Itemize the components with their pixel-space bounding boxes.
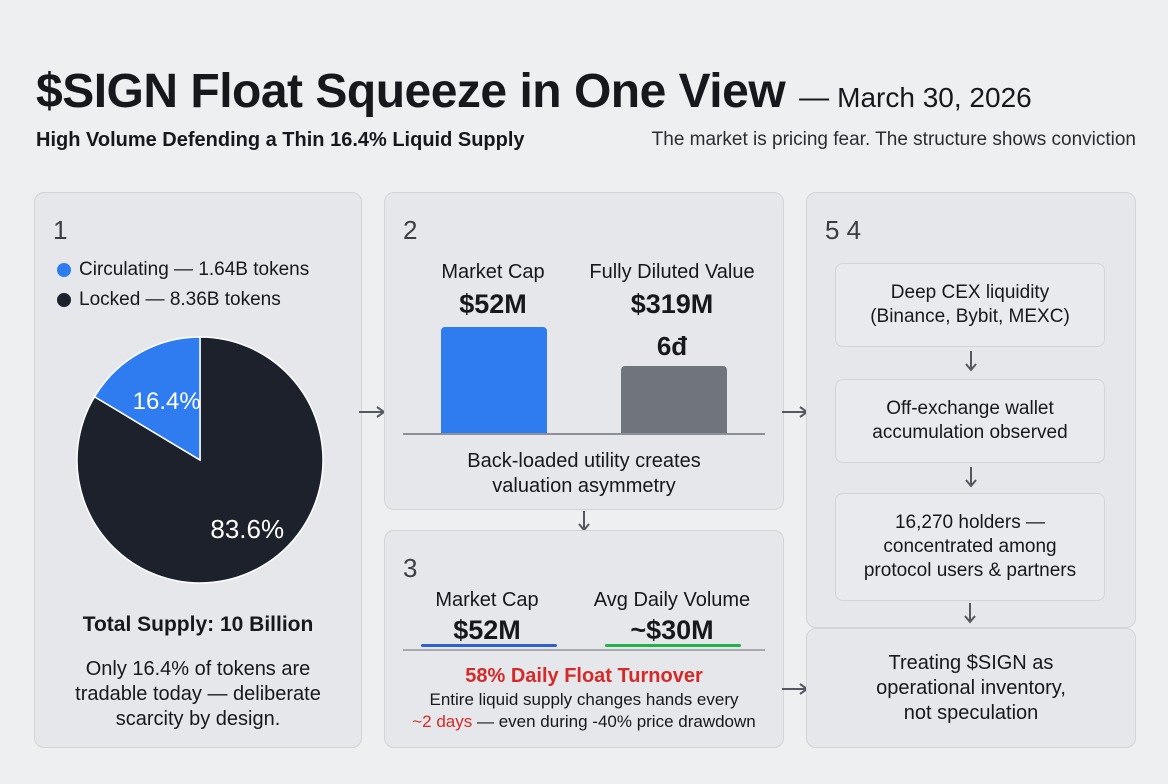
title-row: $SIGN Float Squeeze in One View — March …: [36, 64, 1136, 119]
conclusion-line: not speculation: [903, 701, 1039, 724]
chart-baseline: [403, 433, 765, 435]
metric-label-volume: Avg Daily Volume: [593, 589, 751, 611]
header: $SIGN Float Squeeze in One View — March …: [36, 64, 1136, 152]
panel-number: 1: [53, 215, 68, 245]
step-cex-liquidity: Deep CEX liquidity (Binance, Bybit, MEXC…: [835, 263, 1105, 347]
step-line: (Binance, Bybit, MEXC): [870, 306, 1070, 327]
note-line: tradable today — deliberate: [75, 683, 321, 705]
turnover-description: Entire liquid supply changes hands every…: [385, 689, 783, 733]
note-line: Only 16.4% of tokens are: [85, 658, 311, 680]
conclusion-text: Treating $SIGN as operational inventory,…: [807, 629, 1135, 747]
pie-slice-circulating: [93, 336, 201, 462]
desc-line-2: ~2 days — even during -40% price drawdow…: [385, 711, 783, 733]
arrow-down-icon: [965, 351, 977, 372]
locked-dot-icon: [57, 293, 71, 307]
conclusion-line: operational inventory,: [876, 676, 1066, 699]
legend-label: Locked — 8.36B tokens: [79, 289, 281, 310]
step-line: accumulation observed: [872, 422, 1068, 443]
supply-pie-chart: 16.4% 83.6%: [76, 336, 324, 584]
panel-number: 5 4: [825, 215, 862, 245]
desc-rest: — even during -40% price drawdown: [472, 712, 756, 731]
bar-extra-label: 6đ: [656, 331, 688, 361]
step-holders: 16,270 holders — concentrated among prot…: [835, 493, 1105, 601]
step-line: protocol users & partners: [863, 560, 1077, 581]
panel-valuation: 2 Market Cap $52M Fully Diluted Value $3…: [384, 192, 784, 510]
tagline: The market is pricing fear. The structur…: [651, 129, 1136, 150]
legend-item-circulating: Circulating — 1.64B tokens: [57, 259, 309, 281]
title-date: March 30, 2026: [837, 82, 1032, 113]
total-supply: Total Supply: 10 Billion: [82, 613, 314, 636]
arrow-down-icon: [965, 467, 977, 488]
turnover-headline: 58% Daily Float Turnover: [465, 665, 703, 687]
valuation-caption: Back-loaded utility creates valuation as…: [385, 449, 783, 499]
legend-item-locked: Locked — 8.36B tokens: [57, 289, 309, 311]
page-title: $SIGN Float Squeeze in One View: [36, 65, 786, 118]
note-line: scarcity by design.: [115, 708, 281, 730]
subtitle-row: High Volume Defending a Thin 16.4% Liqui…: [36, 129, 1136, 152]
desc-highlight: ~2 days: [412, 712, 473, 731]
title-dash: —: [799, 81, 830, 114]
bar-label-fdv: Fully Diluted Value: [589, 261, 755, 283]
step-line: concentrated among: [883, 536, 1057, 557]
subtitle: High Volume Defending a Thin 16.4% Liqui…: [36, 129, 525, 151]
arrow-down-icon: [578, 511, 590, 532]
panel-conclusion: Treating $SIGN as operational inventory,…: [806, 628, 1136, 748]
bar-fdv: [621, 366, 727, 433]
step-line: Off-exchange wallet: [886, 398, 1054, 419]
desc-line: Entire liquid supply changes hands every: [429, 690, 739, 709]
slice-label-locked: 83.6%: [210, 514, 284, 544]
legend-label: Circulating — 1.64B tokens: [79, 259, 310, 280]
panel-turnover: 3 Market Cap $52M Avg Daily Volume ~$30M…: [384, 530, 784, 748]
supply-note: Only 16.4% of tokens are tradable today …: [35, 657, 361, 732]
caption-line: Back-loaded utility creates: [467, 450, 701, 472]
bar-market-cap: [441, 327, 547, 433]
panel-number: 2: [403, 215, 418, 245]
arrow-right-icon: [359, 406, 386, 418]
panel-number: 3: [403, 553, 418, 583]
bar-label-market-cap: Market Cap: [441, 261, 545, 283]
bar-value-fdv: $319M: [630, 289, 714, 319]
metric-value-volume: ~$30M: [630, 615, 714, 645]
step-line: Deep CEX liquidity: [890, 282, 1050, 303]
bar-value-market-cap: $52M: [459, 289, 527, 319]
circulating-dot-icon: [57, 263, 71, 277]
slice-label-circulating: 16.4%: [133, 388, 201, 415]
step-wallet-accumulation: Off-exchange wallet accumulation observe…: [835, 379, 1105, 463]
underline-market-cap: [421, 644, 557, 647]
metric-divider: [403, 649, 765, 651]
step-line: 16,270 holders —: [894, 512, 1045, 533]
metric-label-market-cap: Market Cap: [435, 589, 539, 611]
panel-supply: 1 Circulating — 1.64B tokens Locked — 8.…: [34, 192, 362, 748]
panel-holders: 5 4 Deep CEX liquidity (Binance, Bybit, …: [806, 192, 1136, 628]
caption-line: valuation asymmetry: [492, 475, 676, 497]
conclusion-line: Treating $SIGN as: [888, 651, 1054, 674]
underline-volume: [605, 644, 741, 647]
legend: Circulating — 1.64B tokens Locked — 8.36…: [57, 259, 309, 319]
arrow-down-icon: [964, 603, 976, 624]
metric-value-market-cap: $52M: [453, 615, 521, 645]
